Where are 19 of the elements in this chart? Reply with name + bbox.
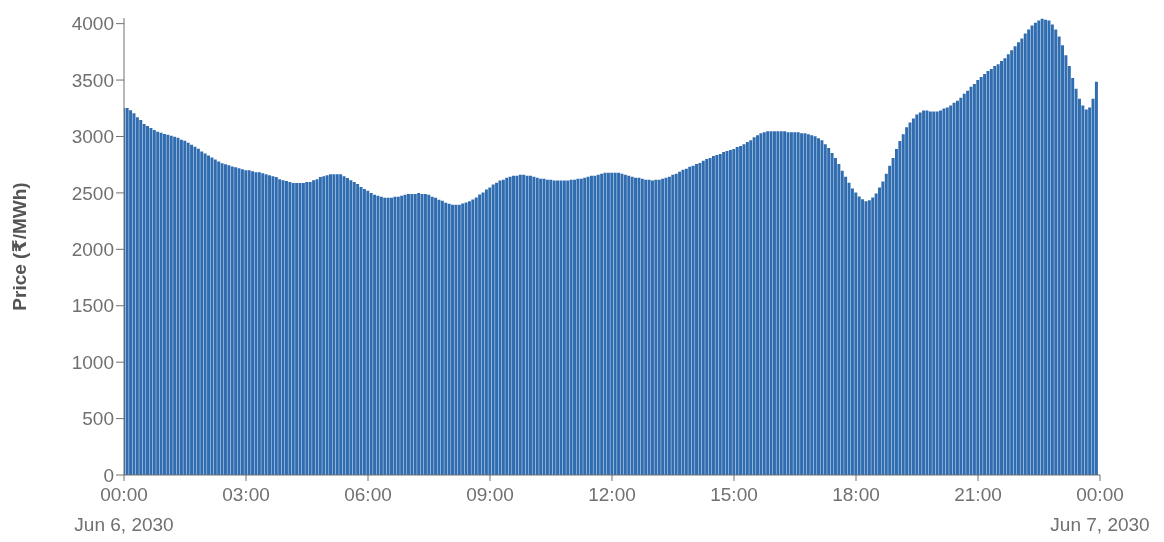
y-tick-label: 3500 xyxy=(71,69,114,91)
y-tick-label: 4000 xyxy=(71,13,114,35)
x-tick-label: 12:00 xyxy=(588,484,636,505)
y-tick-label: 1000 xyxy=(71,351,114,373)
x-tick-label: 00:00 Jun 6, 2030 xyxy=(74,484,174,535)
y-tick-label: 500 xyxy=(82,408,114,430)
x-tick-label: 21:00 xyxy=(954,484,1002,505)
x-tick-label: 09:00 xyxy=(466,484,514,505)
x-tick-label: 06:00 xyxy=(344,484,392,505)
y-tick-label: 2500 xyxy=(71,182,114,204)
x-tick-label: 18:00 xyxy=(832,484,880,505)
x-tick-label: 03:00 xyxy=(222,484,270,505)
y-tick-label: 2000 xyxy=(71,239,114,261)
y-tick-label: 0 xyxy=(103,464,114,486)
y-axis-title: Price (₹/MWh) xyxy=(8,182,30,311)
x-tick-label: 15:00 xyxy=(710,484,758,505)
y-tick-label: 3000 xyxy=(71,126,114,148)
y-tick-label: 1500 xyxy=(71,295,114,317)
x-tick-label: 00:00 Jun 7, 2030 xyxy=(1050,484,1150,535)
